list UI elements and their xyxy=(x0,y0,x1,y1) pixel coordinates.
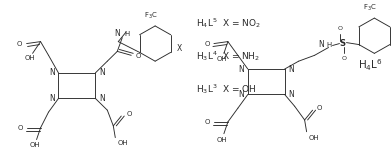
Text: OH: OH xyxy=(217,56,227,62)
Text: H$_4$L$^6$: H$_4$L$^6$ xyxy=(358,57,383,73)
Text: OH: OH xyxy=(309,135,319,141)
Text: O: O xyxy=(338,26,343,31)
Text: O: O xyxy=(205,41,210,47)
Text: N: N xyxy=(238,90,244,99)
Text: F$_3$C: F$_3$C xyxy=(363,3,377,13)
Text: O: O xyxy=(317,105,322,111)
Text: H: H xyxy=(327,41,332,48)
Text: O: O xyxy=(135,53,141,59)
Text: F$_3$C: F$_3$C xyxy=(144,11,158,21)
Text: N: N xyxy=(99,68,105,78)
Text: S: S xyxy=(339,39,345,48)
Text: O: O xyxy=(126,111,132,117)
Text: N: N xyxy=(289,90,294,99)
Text: H$_3$L$^4$  X = NH$_2$: H$_3$L$^4$ X = NH$_2$ xyxy=(196,49,260,63)
Text: OH: OH xyxy=(29,142,40,149)
Text: O: O xyxy=(16,41,22,47)
Text: X: X xyxy=(177,44,182,53)
Text: OH: OH xyxy=(117,140,128,147)
Text: O: O xyxy=(342,56,347,61)
Text: N: N xyxy=(99,94,105,103)
Text: H$_3$L$^3$  X = OH: H$_3$L$^3$ X = OH xyxy=(196,82,257,96)
Text: N: N xyxy=(238,65,244,74)
Text: N: N xyxy=(289,65,294,74)
Text: O: O xyxy=(205,119,210,125)
Text: N: N xyxy=(114,29,120,38)
Text: H: H xyxy=(124,31,129,37)
Text: N: N xyxy=(49,94,54,103)
Text: H$_4$L$^5$  X = NO$_2$: H$_4$L$^5$ X = NO$_2$ xyxy=(196,16,261,30)
Text: N: N xyxy=(49,68,54,78)
Text: OH: OH xyxy=(217,136,227,143)
Text: OH: OH xyxy=(24,55,35,61)
Text: N: N xyxy=(318,40,323,49)
Text: O: O xyxy=(17,125,23,131)
